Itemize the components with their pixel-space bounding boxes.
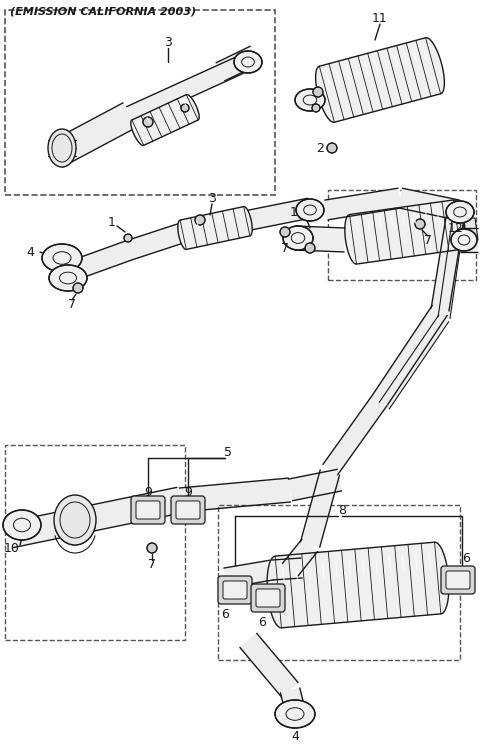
Polygon shape bbox=[178, 207, 252, 249]
Text: 3: 3 bbox=[208, 192, 216, 204]
Ellipse shape bbox=[305, 243, 315, 253]
Polygon shape bbox=[345, 200, 465, 264]
Polygon shape bbox=[240, 633, 299, 697]
Ellipse shape bbox=[451, 229, 477, 251]
Ellipse shape bbox=[446, 201, 474, 223]
Text: 6: 6 bbox=[221, 607, 229, 621]
Polygon shape bbox=[288, 469, 342, 501]
Polygon shape bbox=[398, 188, 460, 220]
Text: 10: 10 bbox=[290, 205, 306, 219]
Polygon shape bbox=[431, 216, 464, 311]
Text: 7: 7 bbox=[424, 233, 432, 246]
Text: 3: 3 bbox=[164, 36, 172, 48]
FancyBboxPatch shape bbox=[441, 566, 475, 594]
Ellipse shape bbox=[234, 51, 262, 73]
Polygon shape bbox=[379, 315, 449, 410]
Text: 7: 7 bbox=[68, 298, 76, 310]
Text: 6: 6 bbox=[462, 551, 470, 565]
FancyBboxPatch shape bbox=[218, 576, 252, 604]
Polygon shape bbox=[280, 688, 305, 712]
Ellipse shape bbox=[42, 244, 82, 272]
Polygon shape bbox=[131, 95, 199, 145]
Text: 7: 7 bbox=[148, 557, 156, 571]
Polygon shape bbox=[460, 228, 478, 252]
Polygon shape bbox=[295, 226, 346, 252]
Polygon shape bbox=[179, 478, 291, 512]
Text: 6: 6 bbox=[258, 615, 266, 628]
FancyBboxPatch shape bbox=[251, 584, 285, 612]
Text: 11: 11 bbox=[372, 11, 388, 25]
Text: 12: 12 bbox=[448, 222, 464, 234]
Polygon shape bbox=[438, 221, 464, 319]
Text: 8: 8 bbox=[338, 504, 346, 516]
FancyBboxPatch shape bbox=[131, 496, 165, 524]
Ellipse shape bbox=[313, 87, 323, 97]
Polygon shape bbox=[440, 218, 478, 248]
Ellipse shape bbox=[295, 89, 325, 111]
Ellipse shape bbox=[296, 199, 324, 221]
Polygon shape bbox=[372, 305, 447, 405]
Polygon shape bbox=[248, 198, 312, 230]
Polygon shape bbox=[323, 395, 387, 475]
Ellipse shape bbox=[327, 143, 337, 153]
Text: 5: 5 bbox=[224, 445, 232, 459]
Ellipse shape bbox=[195, 215, 205, 225]
Ellipse shape bbox=[73, 283, 83, 293]
Ellipse shape bbox=[48, 129, 76, 167]
FancyBboxPatch shape bbox=[223, 581, 247, 599]
Text: 2: 2 bbox=[316, 142, 324, 154]
Ellipse shape bbox=[124, 234, 132, 242]
Ellipse shape bbox=[49, 265, 87, 291]
Polygon shape bbox=[223, 560, 274, 588]
Polygon shape bbox=[300, 469, 340, 548]
Text: 9: 9 bbox=[144, 486, 152, 498]
Bar bbox=[5, 445, 185, 640]
Text: 4: 4 bbox=[291, 730, 299, 742]
Polygon shape bbox=[271, 558, 303, 580]
Text: 10: 10 bbox=[4, 542, 20, 554]
Ellipse shape bbox=[280, 227, 290, 237]
FancyBboxPatch shape bbox=[136, 501, 160, 519]
Text: (EMISSION CALIFORNIA 2003): (EMISSION CALIFORNIA 2003) bbox=[10, 7, 196, 17]
FancyBboxPatch shape bbox=[171, 496, 205, 524]
Ellipse shape bbox=[312, 104, 320, 112]
Ellipse shape bbox=[143, 117, 153, 127]
Polygon shape bbox=[127, 222, 188, 260]
Text: 1: 1 bbox=[108, 216, 116, 228]
Text: 7: 7 bbox=[281, 242, 289, 254]
Ellipse shape bbox=[147, 543, 157, 553]
Ellipse shape bbox=[3, 510, 41, 540]
Ellipse shape bbox=[415, 219, 425, 229]
Bar bbox=[5, 10, 275, 195]
Polygon shape bbox=[48, 103, 137, 167]
Bar bbox=[218, 505, 460, 660]
Polygon shape bbox=[324, 188, 402, 220]
Bar bbox=[328, 190, 476, 280]
FancyBboxPatch shape bbox=[446, 571, 470, 589]
Ellipse shape bbox=[54, 495, 96, 545]
Ellipse shape bbox=[275, 700, 315, 728]
Ellipse shape bbox=[283, 226, 313, 250]
Text: 9: 9 bbox=[184, 486, 192, 498]
FancyBboxPatch shape bbox=[256, 589, 280, 607]
Polygon shape bbox=[126, 57, 244, 123]
Text: 4: 4 bbox=[26, 245, 34, 259]
FancyBboxPatch shape bbox=[176, 501, 200, 519]
Polygon shape bbox=[267, 542, 449, 628]
Polygon shape bbox=[77, 241, 133, 278]
Polygon shape bbox=[316, 38, 444, 122]
Polygon shape bbox=[7, 487, 182, 548]
Polygon shape bbox=[216, 46, 259, 81]
Ellipse shape bbox=[181, 104, 189, 112]
Polygon shape bbox=[282, 539, 318, 576]
